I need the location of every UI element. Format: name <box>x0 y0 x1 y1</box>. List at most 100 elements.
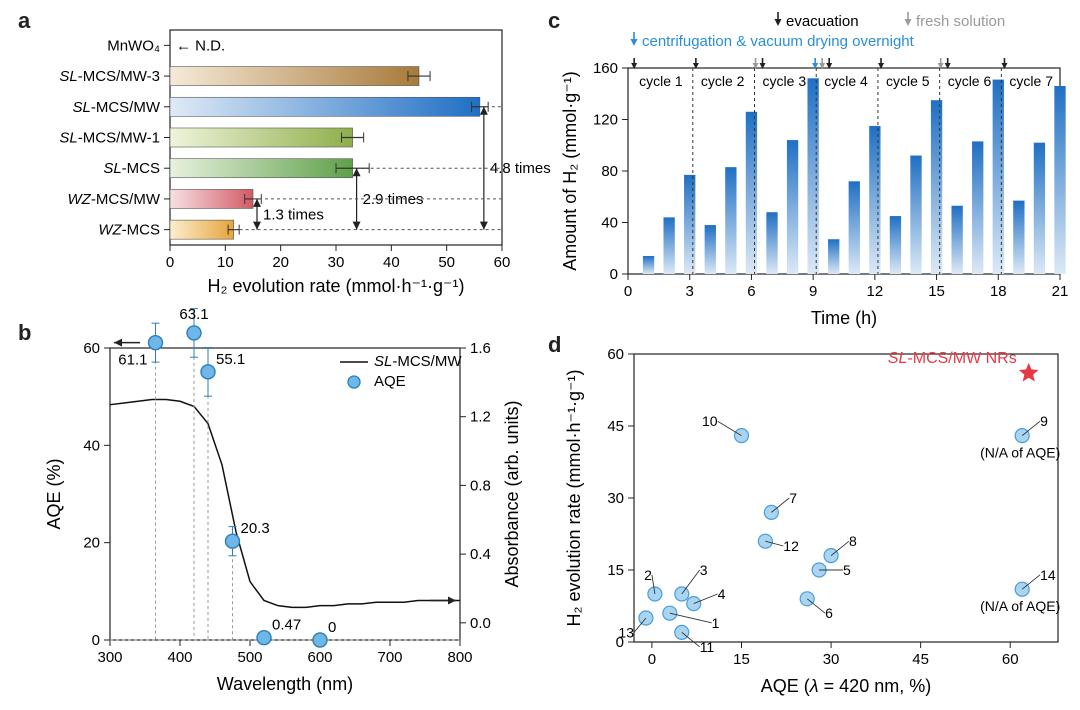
svg-text:160: 160 <box>593 60 618 77</box>
bar-c3-1 <box>849 181 860 274</box>
panel-b-chart: 300400500600700800Wavelength (nm)0204060… <box>40 330 530 700</box>
bar-c4-2 <box>931 100 942 274</box>
d-plabel-10: 10 <box>702 413 718 429</box>
svg-text:0: 0 <box>166 254 174 271</box>
svg-text:30: 30 <box>607 490 624 507</box>
svg-text:0: 0 <box>610 266 618 283</box>
svg-text:60: 60 <box>1002 651 1019 668</box>
svg-text:40: 40 <box>383 254 400 271</box>
catlabel-5: WZ-MCS/MW <box>68 191 161 208</box>
bar-4 <box>170 159 353 178</box>
d-plabel-11: 11 <box>700 639 715 655</box>
cycle-label-4: cycle 5 <box>886 73 930 89</box>
d-point-9 <box>1015 429 1029 443</box>
svg-text:120: 120 <box>593 112 618 129</box>
svg-text:60: 60 <box>607 346 624 363</box>
d-na-9: (N/A of AQE) <box>980 445 1060 461</box>
panel-d-chart: 015304560AQE (λ = 420 nm, %)015304560H₂ … <box>560 340 1070 700</box>
svg-text:20: 20 <box>272 254 289 271</box>
d-ylabel: H₂ evolution rate (mmol·h⁻¹·g⁻¹) <box>564 369 584 626</box>
bar-c3-0 <box>828 239 839 274</box>
svg-text:6: 6 <box>747 283 755 300</box>
panel-a-chart: 0 10 20 30 40 50 60 H₂ evolution rate (mmol·h⁻¹… <box>40 20 520 300</box>
bar-c0-0 <box>643 256 654 274</box>
panel-c-chart: evacuation fresh solutioncentrifugation &… <box>560 10 1070 330</box>
bar-c6-2 <box>1054 86 1065 274</box>
svg-text:50: 50 <box>438 254 455 271</box>
svg-text:H₂ evolution rate (mmol·h⁻¹·g⁻: H₂ evolution rate (mmol·h⁻¹·g⁻¹) <box>207 276 464 296</box>
bar-c6-0 <box>1013 201 1024 274</box>
svg-text:21: 21 <box>1052 283 1069 300</box>
panel-c-label: c <box>548 8 560 34</box>
svg-text:0: 0 <box>92 632 100 649</box>
d-point-7 <box>764 505 778 519</box>
svg-text:15: 15 <box>928 283 945 300</box>
bar-c1-0 <box>705 225 716 274</box>
svg-text:800: 800 <box>447 649 472 666</box>
d-plabel-3: 3 <box>700 562 708 578</box>
svg-text:Time (h): Time (h) <box>811 308 877 328</box>
bar-c2-1 <box>787 140 798 274</box>
cycle-label-2: cycle 3 <box>763 73 807 89</box>
bar-2 <box>170 97 480 116</box>
svg-text:10: 10 <box>217 254 234 271</box>
bar-5 <box>170 189 253 208</box>
aqe-point-2 <box>201 365 215 379</box>
aqe-point-1 <box>187 326 201 340</box>
svg-text:60: 60 <box>83 340 100 357</box>
d-na-14: (N/A of AQE) <box>980 598 1060 614</box>
d-point-14 <box>1015 582 1029 596</box>
svg-text:0: 0 <box>648 651 656 668</box>
svg-text:30: 30 <box>328 254 345 271</box>
bar-c5-1 <box>972 141 983 274</box>
aqe-label-4: 0.47 <box>272 617 301 634</box>
catlabel-2: SL-MCS/MW <box>72 99 160 116</box>
legend-fresh: fresh solution <box>916 13 1005 30</box>
bar-c1-1 <box>725 167 736 274</box>
svg-text:15: 15 <box>607 562 624 579</box>
bar-c1-2 <box>746 112 757 274</box>
svg-text:60: 60 <box>494 254 511 271</box>
svg-text:30: 30 <box>823 651 840 668</box>
legend-aqe: AQE <box>374 373 406 390</box>
svg-text:Wavelength (nm): Wavelength (nm) <box>217 674 353 694</box>
svg-text:300: 300 <box>97 649 122 666</box>
bar-c6-1 <box>1034 143 1045 274</box>
d-plabel-6: 6 <box>825 605 833 621</box>
bar-c2-0 <box>766 212 777 274</box>
svg-text:0.8: 0.8 <box>470 477 491 494</box>
svg-text:0: 0 <box>624 283 632 300</box>
catlabel-3: SL-MCS/MW-1 <box>59 130 160 147</box>
svg-text:700: 700 <box>377 649 402 666</box>
catlabel-4: SL-MCS <box>103 160 160 177</box>
ann-2: 1.3 times <box>263 206 324 223</box>
d-plabel-1: 1 <box>712 615 720 631</box>
bar-c5-0 <box>951 206 962 274</box>
d-xlabel: AQE (λ = 420 nm, %) <box>761 676 931 696</box>
cycle-label-3: cycle 4 <box>824 73 868 89</box>
nd-note: ← N.D. <box>176 37 225 54</box>
bar-c0-2 <box>684 175 695 274</box>
svg-text:500: 500 <box>237 649 262 666</box>
svg-text:12: 12 <box>867 283 884 300</box>
legend-cent: centrifugation & vacuum drying overnight <box>642 33 915 50</box>
aqe-label-2: 55.1 <box>216 351 245 368</box>
cycle-label-1: cycle 2 <box>701 73 745 89</box>
legend-evac: evacuation <box>786 13 859 30</box>
bar-c4-0 <box>890 216 901 274</box>
svg-text:45: 45 <box>607 418 624 435</box>
svg-text:80: 80 <box>601 163 618 180</box>
star-label: SL-MCS/MW NRs <box>888 350 1017 367</box>
svg-text:20: 20 <box>83 535 100 552</box>
d-plabel-5: 5 <box>843 562 851 578</box>
svg-text:0.4: 0.4 <box>470 546 491 563</box>
svg-text:Absorbance (arb. units): Absorbance (arb. units) <box>502 400 522 587</box>
catlabel-6: WZ-MCS <box>98 222 160 239</box>
absorbance-line <box>110 400 460 608</box>
bar-c0-1 <box>663 217 674 274</box>
svg-text:600: 600 <box>307 649 332 666</box>
d-plabel-9: 9 <box>1040 413 1048 429</box>
cycle-label-0: cycle 1 <box>639 73 683 89</box>
aqe-point-5 <box>313 633 327 647</box>
bar-3 <box>170 128 353 147</box>
